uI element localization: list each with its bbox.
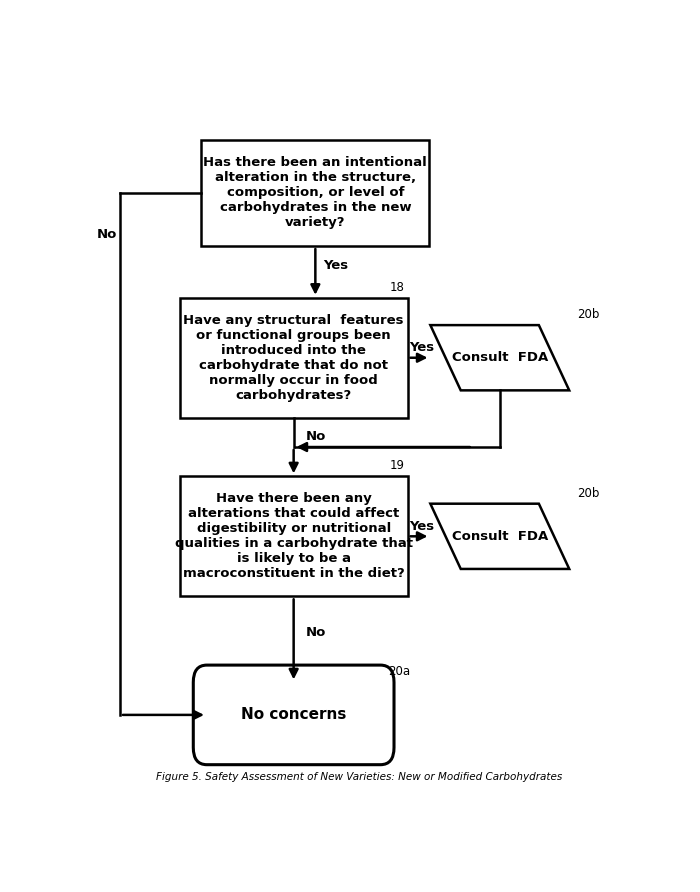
Text: Yes: Yes <box>409 519 434 533</box>
FancyBboxPatch shape <box>193 665 394 764</box>
Text: Yes: Yes <box>409 341 434 354</box>
Text: Yes: Yes <box>323 259 349 271</box>
Text: No: No <box>97 227 117 241</box>
Text: 20b: 20b <box>578 308 600 321</box>
Text: No: No <box>306 626 327 639</box>
Text: No concerns: No concerns <box>241 707 346 723</box>
Text: No: No <box>306 430 327 443</box>
Text: 20b: 20b <box>578 486 600 500</box>
Text: Consult  FDA: Consult FDA <box>452 530 548 543</box>
Text: Have any structural  features
or functional groups been
introduced into the
carb: Have any structural features or function… <box>183 314 404 401</box>
Text: Have there been any
alterations that could affect
digestibility or nutritional
q: Have there been any alterations that cou… <box>174 492 412 581</box>
FancyBboxPatch shape <box>202 140 429 246</box>
Text: 20a: 20a <box>389 665 411 678</box>
Text: 19: 19 <box>390 459 405 472</box>
Text: Has there been an intentional
alteration in the structure,
composition, or level: Has there been an intentional alteration… <box>204 156 427 229</box>
Text: Figure 5. Safety Assessment of New Varieties: New or Modified Carbohydrates: Figure 5. Safety Assessment of New Varie… <box>155 772 562 781</box>
Polygon shape <box>430 325 569 391</box>
Polygon shape <box>430 504 569 569</box>
FancyBboxPatch shape <box>180 298 407 417</box>
Text: Consult  FDA: Consult FDA <box>452 351 548 364</box>
Text: 18: 18 <box>390 280 405 293</box>
FancyBboxPatch shape <box>180 476 407 597</box>
